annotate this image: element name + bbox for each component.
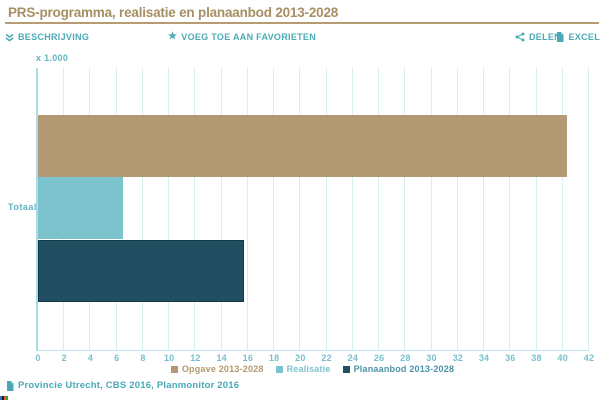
x-tick-label: 36 bbox=[505, 353, 516, 363]
x-tick-label: 34 bbox=[478, 353, 490, 363]
star-icon: ★ bbox=[168, 31, 178, 42]
gridline bbox=[299, 68, 301, 350]
legend-swatch bbox=[275, 365, 283, 373]
legend-label: Planaanbod 2013-2028 bbox=[353, 364, 455, 374]
share-nodes-icon bbox=[515, 32, 525, 42]
x-tick-label: 32 bbox=[452, 353, 464, 363]
x-tick-label: 22 bbox=[321, 353, 332, 363]
x-tick-label: 8 bbox=[140, 353, 146, 363]
gridline bbox=[535, 68, 537, 350]
gridline bbox=[246, 68, 248, 350]
add-to-favorites-button[interactable]: ★ VOEG TOE AAN FAVORIETEN bbox=[168, 30, 316, 44]
legend-item: Opgave 2013-2028 bbox=[170, 364, 264, 374]
gridline bbox=[456, 68, 458, 350]
chart-legend: Opgave 2013-2028 Realisatie Planaanbod 201… bbox=[36, 364, 589, 374]
x-tick-label: 40 bbox=[557, 353, 568, 363]
x-tick-label: 42 bbox=[583, 353, 595, 363]
x-tick-label: 20 bbox=[295, 353, 306, 363]
title-divider bbox=[5, 22, 599, 24]
file-icon bbox=[556, 32, 564, 42]
gridline bbox=[561, 68, 563, 350]
x-tick-label: 24 bbox=[347, 353, 359, 363]
bar-realisatie bbox=[38, 177, 124, 239]
double-chevron-down-icon bbox=[5, 33, 14, 42]
bar-planaanbod-2013-2028 bbox=[38, 240, 244, 302]
gridline bbox=[483, 68, 485, 350]
gridline bbox=[141, 68, 143, 350]
category-label-totaal: Totaal bbox=[8, 202, 37, 212]
x-tick-label: 38 bbox=[531, 353, 542, 363]
gridline bbox=[588, 68, 589, 350]
gridline bbox=[220, 68, 222, 350]
x-tick-label: 10 bbox=[163, 353, 175, 363]
favorites-label: VOEG TOE AAN FAVORIETEN bbox=[181, 32, 317, 42]
legend-label: Realisatie bbox=[286, 364, 331, 374]
x-tick-label: 6 bbox=[114, 353, 120, 363]
source-note: Provincie Utrecht, CBS 2016, Planmonitor… bbox=[6, 380, 239, 391]
x-tick-label: 26 bbox=[373, 353, 385, 363]
gridline bbox=[351, 68, 353, 350]
gridline bbox=[404, 68, 406, 350]
legend-item: Realisatie bbox=[275, 364, 331, 374]
beschrijving-button[interactable]: BESCHRIJVING bbox=[5, 30, 89, 44]
chart-plot-area bbox=[36, 68, 589, 351]
gridline bbox=[168, 68, 170, 350]
beschrijving-label: BESCHRIJVING bbox=[18, 32, 90, 42]
excel-label: EXCEL bbox=[568, 32, 600, 42]
source-text: Provincie Utrecht, CBS 2016, Planmonitor… bbox=[18, 380, 240, 391]
delen-label: DELEN bbox=[528, 32, 561, 42]
axis-unit-label: x 1.000 bbox=[36, 53, 69, 63]
x-tick-label: 14 bbox=[216, 353, 227, 363]
x-tick-label: 16 bbox=[242, 353, 254, 363]
share-button[interactable]: DELEN bbox=[515, 30, 561, 44]
x-tick-label: 30 bbox=[426, 353, 437, 363]
x-tick-label: 18 bbox=[268, 353, 280, 363]
page-title: PRS-programma, realisatie en planaanbod … bbox=[8, 5, 339, 20]
corner-pixel-artifact bbox=[0, 396, 8, 400]
excel-export-button[interactable]: EXCEL bbox=[556, 30, 600, 44]
x-tick-label: 2 bbox=[61, 353, 67, 363]
bar-opgave-2013-2028 bbox=[38, 115, 567, 177]
x-tick-label: 0 bbox=[35, 353, 41, 363]
gridline bbox=[378, 68, 380, 350]
gridline bbox=[194, 68, 196, 350]
source-document-icon bbox=[6, 380, 14, 391]
x-tick-label: 4 bbox=[87, 353, 94, 363]
legend-swatch bbox=[170, 365, 178, 373]
gridline bbox=[430, 68, 432, 350]
gridline bbox=[509, 68, 511, 350]
legend-swatch bbox=[342, 365, 350, 373]
gridline bbox=[325, 68, 327, 350]
gridline bbox=[273, 68, 275, 350]
x-tick-label: 12 bbox=[190, 353, 201, 363]
legend-label: Opgave 2013-2028 bbox=[181, 364, 264, 374]
x-tick-label: 28 bbox=[400, 353, 411, 363]
legend-item: Planaanbod 2013-2028 bbox=[342, 364, 455, 374]
x-axis: 0 2 4 6 8 10 12 14 16 18 20 22 24 26 28 30 32 34 36 38 40 42 bbox=[35, 353, 594, 363]
